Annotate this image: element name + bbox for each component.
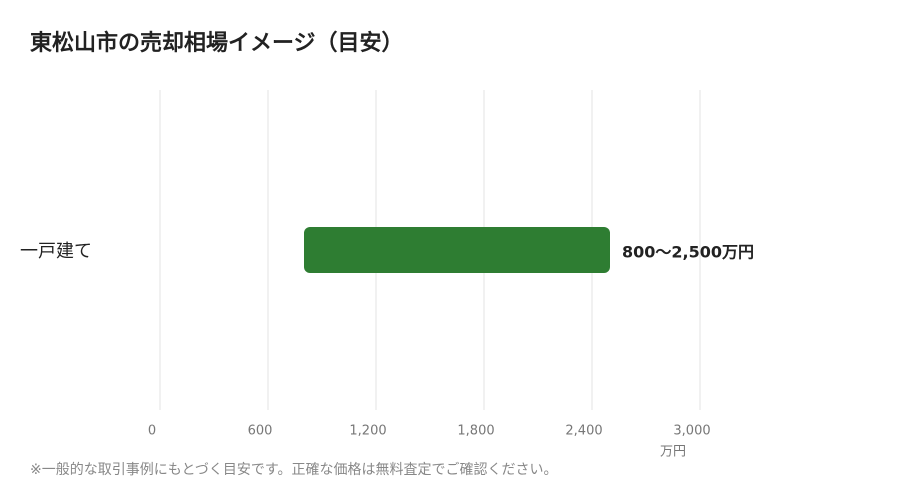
x-tick-label: 1,200 [349,424,386,439]
category-label: 一戸建て [20,241,92,262]
x-axis-label: 万円 [660,445,686,460]
value-label: 800〜2,500万円 [622,243,754,262]
chart-title: 東松山市の売却相場イメージ（目安） [30,30,404,56]
x-tick-label: 0 [148,424,156,439]
x-tick-label: 2,400 [565,424,602,439]
bar [304,227,610,273]
x-tick-label: 3,000 [673,424,710,439]
x-tick-label: 1,800 [457,424,494,439]
footnote: ※一般的な取引事例にもとづく目安です。正確な価格は無料査定でご確認ください。 [30,462,558,478]
x-tick-label: 600 [248,424,273,439]
